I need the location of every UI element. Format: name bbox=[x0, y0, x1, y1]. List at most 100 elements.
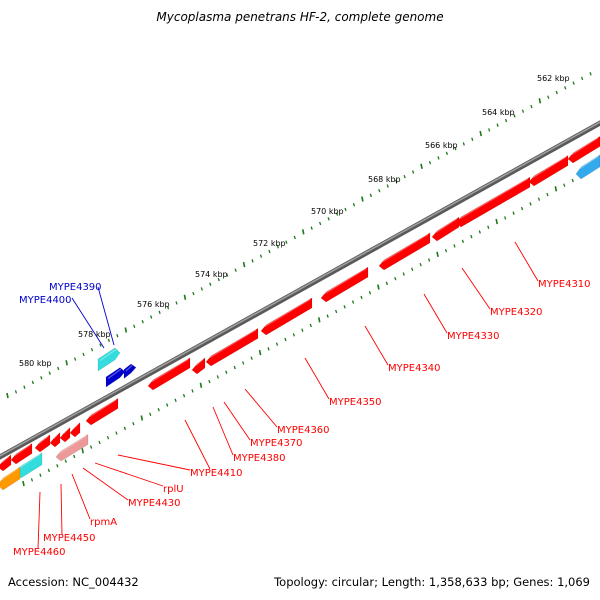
minor-tick bbox=[335, 309, 338, 314]
minor-tick bbox=[64, 459, 67, 463]
minor-tick bbox=[445, 151, 449, 155]
tick-label: 564 kbp bbox=[482, 108, 515, 117]
feature-label: MYPE4430 bbox=[128, 498, 181, 509]
forward-feature-glyph bbox=[97, 347, 121, 372]
leader-line bbox=[60, 483, 63, 536]
minor-tick bbox=[386, 184, 389, 188]
leader-line bbox=[223, 401, 251, 441]
minor-tick bbox=[208, 379, 211, 384]
feature-label: MYPE4360 bbox=[277, 425, 330, 436]
major-tick bbox=[554, 186, 558, 192]
rna-feature-glyph bbox=[0, 466, 21, 491]
minor-tick bbox=[344, 207, 347, 212]
minor-tick bbox=[360, 295, 363, 300]
minor-tick bbox=[56, 464, 59, 468]
reverse-cds-glyph-highlight bbox=[459, 178, 529, 220]
minor-tick bbox=[98, 440, 101, 445]
feature-label: MYPE4450 bbox=[43, 533, 96, 544]
reverse-cds-glyph-highlight bbox=[38, 435, 49, 444]
minor-tick bbox=[275, 342, 279, 346]
reverse-cds-glyph-highlight bbox=[14, 444, 31, 456]
leader-line bbox=[97, 286, 115, 346]
reverse-cds-glyph-highlight bbox=[53, 433, 59, 439]
leader-line bbox=[82, 467, 129, 501]
reverse-cds-glyph-highlight bbox=[63, 428, 69, 434]
feature-label: MYPE4370 bbox=[250, 438, 303, 449]
reverse-cds-glyph bbox=[10, 442, 33, 465]
minor-tick bbox=[487, 225, 490, 229]
minor-tick bbox=[89, 445, 93, 449]
minor-tick bbox=[310, 226, 313, 230]
major-tick bbox=[22, 480, 25, 487]
tick-label: 574 kbp bbox=[195, 270, 228, 279]
feature-leader-lines bbox=[37, 241, 539, 550]
leader-line bbox=[244, 388, 278, 428]
minor-tick bbox=[259, 254, 263, 258]
minor-tick bbox=[200, 287, 203, 291]
minor-tick bbox=[529, 202, 532, 206]
forward-feature-glyph-highlight bbox=[99, 348, 117, 361]
minor-tick bbox=[242, 361, 245, 365]
reverse-cds-glyph bbox=[320, 266, 369, 303]
feature-label: MYPE4390 bbox=[49, 282, 102, 293]
minor-tick bbox=[276, 245, 280, 249]
minor-tick bbox=[251, 259, 254, 263]
rna-feature-glyph-highlight bbox=[19, 453, 41, 468]
minor-tick bbox=[48, 371, 51, 375]
outer-tick-ring bbox=[6, 72, 592, 399]
leader-line bbox=[461, 267, 491, 310]
major-tick bbox=[479, 130, 482, 137]
major-tick bbox=[65, 360, 68, 366]
reverse-cds-glyph-highlight bbox=[571, 137, 599, 156]
forward-cds-glyph bbox=[105, 367, 126, 388]
minor-tick bbox=[82, 352, 85, 357]
minor-tick bbox=[512, 211, 515, 215]
minor-tick bbox=[174, 398, 177, 403]
minor-tick bbox=[115, 431, 118, 435]
reverse-cds-glyph-highlight bbox=[382, 233, 429, 263]
minor-tick bbox=[149, 412, 152, 417]
minor-tick bbox=[564, 86, 567, 90]
major-tick bbox=[377, 284, 380, 290]
minor-tick bbox=[157, 407, 160, 412]
minor-tick bbox=[40, 376, 43, 380]
minor-tick bbox=[209, 282, 212, 286]
reverse-cds-glyph-highlight bbox=[151, 358, 189, 383]
leader-line bbox=[212, 406, 234, 456]
minor-tick bbox=[23, 385, 26, 389]
major-tick bbox=[183, 294, 187, 300]
reverse-cds-glyph bbox=[0, 454, 12, 472]
genome-backbone-highlight bbox=[0, 121, 600, 457]
leader-line bbox=[71, 297, 105, 349]
minor-tick bbox=[90, 348, 94, 352]
minor-tick bbox=[319, 221, 322, 226]
minor-tick bbox=[116, 333, 119, 338]
reverse-cds-glyph-highlight bbox=[73, 423, 79, 429]
reverse-cds-glyph bbox=[378, 232, 431, 271]
minor-tick bbox=[47, 468, 50, 473]
minor-tick bbox=[589, 72, 592, 76]
reverse-cds-glyph-highlight bbox=[435, 218, 458, 234]
minor-tick bbox=[99, 343, 102, 347]
tick-label: 578 kbp bbox=[78, 330, 111, 339]
feature-label: rplU bbox=[163, 484, 184, 495]
reverse-cds-glyph bbox=[49, 431, 61, 448]
reverse-cds-glyph-highlight bbox=[532, 156, 567, 179]
reverse-cds-glyph bbox=[85, 397, 119, 426]
forward-cds-glyph-highlight bbox=[125, 365, 133, 372]
minor-tick bbox=[571, 178, 574, 183]
minor-tick bbox=[106, 436, 110, 440]
feature-label: rpmA bbox=[90, 517, 117, 528]
feature-label: MYPE4410 bbox=[190, 468, 243, 479]
minor-tick bbox=[504, 118, 508, 123]
minor-tick bbox=[580, 76, 584, 81]
minor-tick bbox=[107, 338, 111, 343]
minor-tick bbox=[73, 454, 76, 459]
accession-text: Accession: NC_004432 bbox=[8, 575, 139, 589]
minor-tick bbox=[428, 160, 432, 165]
leader-line bbox=[364, 325, 389, 366]
leader-line bbox=[37, 491, 41, 550]
reverse-cds-glyph bbox=[34, 434, 51, 453]
feature-label: MYPE4350 bbox=[329, 397, 382, 408]
